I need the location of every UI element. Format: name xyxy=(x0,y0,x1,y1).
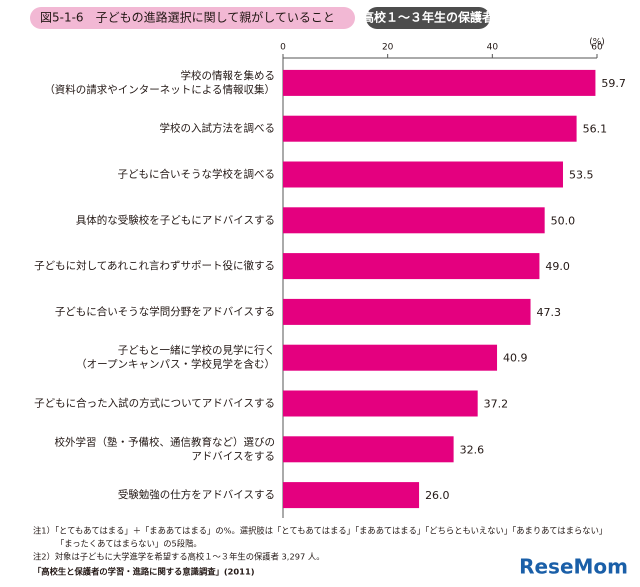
bar xyxy=(283,207,545,234)
category-label: 具体的な受験校を子どもにアドバイスする xyxy=(76,213,275,226)
category-label: アドバイスをする xyxy=(191,450,275,462)
category-label: 子どもに合った入試の方式についてアドバイスする xyxy=(34,397,275,410)
bar xyxy=(283,161,563,188)
category-label: （資料の請求やインターネットによる情報収集） xyxy=(44,83,275,96)
bar xyxy=(283,298,531,325)
x-tick-label: 20 xyxy=(382,43,394,53)
bar xyxy=(283,344,498,371)
value-label: 37.2 xyxy=(484,398,509,411)
value-label: 47.3 xyxy=(537,306,562,319)
badge: 高校１～３年生の保護者 xyxy=(362,10,494,25)
category-label: 子どもに合いそうな学問分野をアドバイスする xyxy=(55,305,275,318)
bar xyxy=(283,482,420,509)
value-label: 40.9 xyxy=(503,352,528,365)
category-label: （オープンキャンパス・学校見学を含む） xyxy=(76,358,275,371)
value-label: 32.6 xyxy=(460,443,485,456)
category-label: 学校の情報を集める xyxy=(181,69,276,82)
x-tick-label: 0 xyxy=(280,43,286,53)
category-label: 校外学習（塾・予備校、通信教育など）選びの xyxy=(55,435,276,448)
value-label: 26.0 xyxy=(425,489,450,502)
category-label: 子どもに対してあれこれ言わずサポート役に徹する xyxy=(34,259,275,272)
title-pill xyxy=(30,7,355,29)
category-label: 子どもと一緒に学校の見学に行く xyxy=(118,344,275,357)
bar xyxy=(283,115,577,142)
badge-pill xyxy=(366,7,490,29)
note: 「まったくあてはまらない」の5段階。 xyxy=(56,539,202,549)
watermark: ReseMom xyxy=(519,555,628,579)
bar xyxy=(283,69,596,96)
note: 注1）「とてもあてはまる」＋「まああてはまる」の%。選択肢は「とてもあてはまる」… xyxy=(33,526,607,536)
bar xyxy=(283,253,540,280)
value-label: 56.1 xyxy=(583,123,608,136)
category-label: 学校の入試方法を調べる xyxy=(160,122,276,135)
bar xyxy=(283,436,454,463)
chart-title: 図5-1-6 子どもの進路選択に関して親がしていること xyxy=(40,10,335,25)
x-unit: (%) xyxy=(589,38,605,48)
x-tick-label: 60 xyxy=(591,43,603,53)
x-tick-label: 40 xyxy=(487,43,499,53)
category-label: 子どもに合いそうな学校を調べる xyxy=(118,168,276,181)
bar xyxy=(283,390,478,417)
value-label: 50.0 xyxy=(551,214,576,227)
category-label: 受験勉強の仕方をアドバイスする xyxy=(118,488,275,501)
source: 「高校生と保護者の学習・進路に関する意識調査」(2011) xyxy=(33,567,255,577)
note: 注2）対象は子どもに大学進学を希望する高校１～３年生の保護者 3,297 人。 xyxy=(33,552,325,562)
value-label: 53.5 xyxy=(569,169,594,182)
value-label: 59.7 xyxy=(601,77,626,90)
value-label: 49.0 xyxy=(545,260,570,273)
